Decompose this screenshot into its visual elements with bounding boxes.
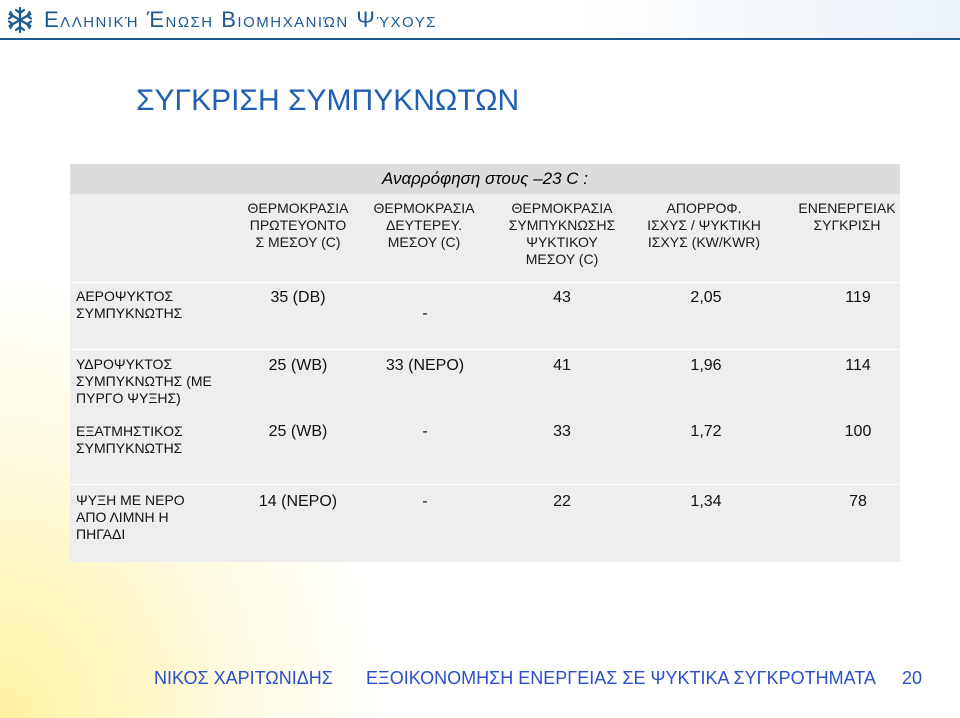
- header-line: ΔΕΥΤΕΡΕΥ.: [385, 217, 463, 233]
- cell-energy-comparison: 114: [845, 357, 871, 374]
- header-divider: [0, 38, 960, 40]
- row-label: ΨΥΞΗ ΜΕ ΝΕΡΟ ΑΠΟ ΛΙΜΝΗ Η ΠΗΓΑΔΙ: [76, 492, 185, 543]
- header-line: ΜΕΣΟΥ (C): [387, 234, 461, 250]
- col-header-condensing-temp: ΘΕΡΜΟΚΡΑΣΙΑ ΣΥΜΠΥΚΝΩΣΗΣ ΨΥΚΤΙΚΟΥ ΜΕΣΟΥ (…: [494, 200, 630, 268]
- header-line: ΠΡΩΤΕΥΟΝΤΟ: [249, 217, 347, 233]
- header-line: ΜΕΣΟΥ (C): [525, 251, 599, 267]
- header-line: ΑΠΟΡΡΟΦ.: [666, 200, 742, 216]
- cell-absorbed-power: 2,05: [690, 289, 722, 306]
- row-label-line: ΣΥΜΠΥΚΝΩΤΗΣ (ΜΕ: [76, 373, 212, 389]
- slide-title: ΣΥΓΚΡΙΣΗ ΣΥΜΠΥΚΝΩΤΩΝ: [136, 84, 520, 117]
- cell-condensing-temp: 41: [553, 357, 571, 374]
- cell-condensing-temp: 22: [553, 493, 571, 510]
- col-header-energy-comparison: ΕΝΕΝΕΡΓΕΙΑΚ ΣΥΓΚΡΙΣΗ: [794, 200, 900, 234]
- header-line: Σ ΜΕΣΟΥ (C): [255, 234, 341, 250]
- header-line: ΨΥΚΤΙΚΟΥ: [526, 234, 598, 250]
- row-label: ΥΔΡΟΨΥΚΤΟΣ ΣΥΜΠΥΚΝΩΤΗΣ (ΜΕ ΠΥΡΓΟ ΨΥΞΗΣ): [76, 356, 212, 407]
- row-label-line: ΣΥΜΠΥΚΝΩΤΗΣ: [76, 440, 183, 456]
- header-bar: [0, 0, 960, 40]
- header-line: ΙΣΧΥΣ (KW/KWR): [647, 234, 761, 250]
- cell-absorbed-power: 1,72: [690, 423, 722, 440]
- col-header-secondary-temp: ΘΕΡΜΟΚΡΑΣΙΑ ΔΕΥΤΕΡΕΥ. ΜΕΣΟΥ (C): [362, 200, 486, 251]
- cell-primary-temp: 25 (WB): [268, 357, 328, 374]
- row-label-line: ΑΠΟ ΛΙΜΝΗ Η: [76, 509, 169, 525]
- caption-band: [70, 164, 900, 194]
- col-header-absorbed-power: ΑΠΟΡΡΟΦ. ΙΣΧΥΣ / ΨΥΚΤΙΚΗ ΙΣΧΥΣ (KW/KWR): [634, 200, 774, 251]
- cell-primary-temp: 14 (ΝΕΡΟ): [258, 493, 338, 510]
- row-label-line: ΨΥΞΗ ΜΕ ΝΕΡΟ: [76, 492, 185, 508]
- header-line: ΘΕΡΜΟΚΡΑΣΙΑ: [373, 200, 475, 216]
- header-line: ΘΕΡΜΟΚΡΑΣΙΑ: [247, 200, 349, 216]
- cell-primary-temp: 35 (DB): [270, 289, 326, 306]
- row-divider: [70, 349, 900, 350]
- cell-absorbed-power: 1,34: [690, 493, 722, 510]
- header-line: ΣΥΜΠΥΚΝΩΣΗΣ: [508, 217, 616, 233]
- row-label-line: ΑΕΡΟΨΥΚΤΟΣ: [76, 288, 174, 304]
- cell-condensing-temp: 33: [553, 423, 571, 440]
- table-caption: Αναρρόφηση στους –23 C :: [381, 169, 589, 188]
- row-label-line: ΠΗΓΑΔΙ: [76, 526, 126, 542]
- row-label-line: ΠΥΡΓΟ ΨΥΞΗΣ): [76, 390, 181, 406]
- row-label: ΑΕΡΟΨΥΚΤΟΣ ΣΥΜΠΥΚΝΩΤΗΣ: [76, 288, 182, 322]
- organization-name: Ελληνική Ένωση Βιομηχανιών Ψύχους: [44, 7, 438, 32]
- snowflake-icon: [7, 6, 33, 34]
- cell-secondary-temp: -: [422, 423, 428, 440]
- row-label-line: ΣΥΜΠΥΚΝΩΤΗΣ: [76, 305, 183, 321]
- footer-topic: ΕΞΟΙΚΟΝΟΜΗΣΗ ΕΝΕΡΓΕΙΑΣ ΣΕ ΨΥΚΤΙΚΑ ΣΥΓΚΡΟ…: [366, 668, 876, 688]
- cell-energy-comparison: 100: [844, 423, 872, 440]
- cell-condensing-temp: 43: [553, 289, 571, 306]
- cell-secondary-temp: 33 (ΝΕΡΟ): [385, 357, 465, 374]
- col-header-primary-temp: ΘΕΡΜΟΚΡΑΣΙΑ ΠΡΩΤΕΥΟΝΤΟ Σ ΜΕΣΟΥ (C): [236, 200, 360, 251]
- comparison-table: [70, 164, 900, 562]
- row-divider: [70, 484, 900, 485]
- footer-author: ΝΙΚΟΣ ΧΑΡΙΤΩΝΙΔΗΣ: [154, 668, 333, 688]
- row-divider: [70, 282, 900, 283]
- cell-absorbed-power: 1,96: [690, 357, 722, 374]
- row-label-line: ΥΔΡΟΨΥΚΤΟΣ: [76, 356, 173, 372]
- row-label-line: ΕΞΑΤΜΗΣΤΙΚΟΣ: [76, 423, 183, 439]
- cell-energy-comparison: 78: [849, 493, 867, 510]
- header-line: ΕΝΕΝΕΡΓΕΙΑΚ: [798, 200, 896, 216]
- cell-secondary-temp: -: [422, 493, 428, 510]
- page-number: 20: [902, 668, 923, 688]
- header-line: ΣΥΓΚΡΙΣΗ: [813, 217, 881, 233]
- cell-energy-comparison: 119: [845, 289, 871, 306]
- cell-secondary-temp: -: [422, 305, 428, 322]
- header-line: ΙΣΧΥΣ / ΨΥΚΤΙΚΗ: [647, 217, 761, 233]
- row-label: ΕΞΑΤΜΗΣΤΙΚΟΣ ΣΥΜΠΥΚΝΩΤΗΣ: [76, 423, 183, 457]
- header-line: ΘΕΡΜΟΚΡΑΣΙΑ: [511, 200, 613, 216]
- cell-primary-temp: 25 (WB): [268, 423, 328, 440]
